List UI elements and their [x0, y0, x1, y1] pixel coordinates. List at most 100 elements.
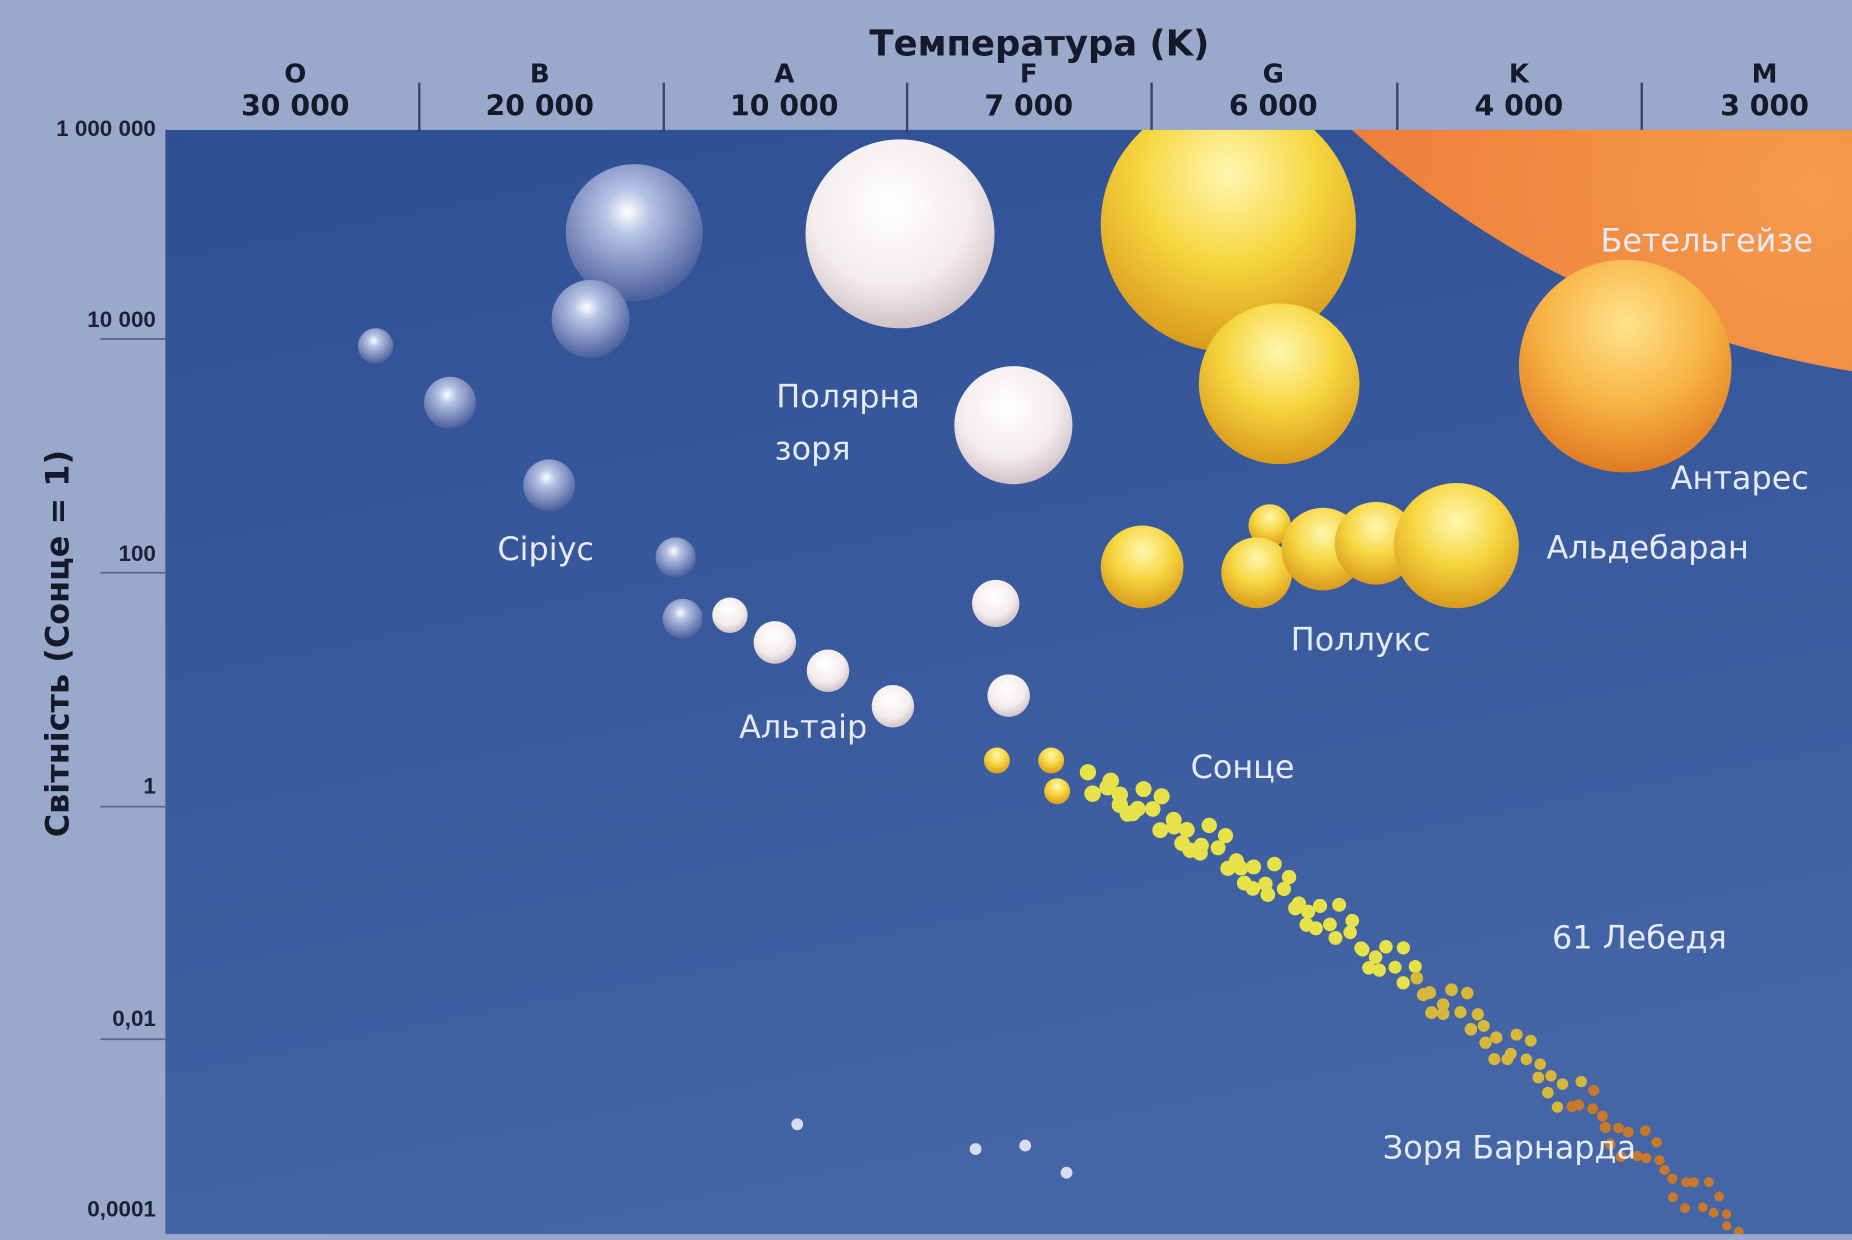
star — [662, 598, 703, 639]
star — [1276, 881, 1291, 897]
star-label: Антарес — [1671, 459, 1809, 497]
star — [1551, 1101, 1564, 1113]
star — [1354, 941, 1368, 956]
star — [1198, 303, 1360, 465]
star — [1613, 1122, 1624, 1134]
star — [1246, 859, 1262, 875]
temperature-label: 3 000 — [1720, 90, 1809, 123]
star-label: 61 Лебедя — [1552, 918, 1727, 956]
y-tick-label: 100 — [118, 541, 155, 566]
star — [1099, 779, 1116, 796]
star — [1248, 504, 1291, 547]
star — [1308, 921, 1323, 936]
temperature-label: 7 000 — [984, 90, 1073, 123]
star — [1490, 1031, 1503, 1044]
star — [969, 1143, 982, 1155]
star — [1510, 1028, 1523, 1041]
spectral-class: G — [1263, 60, 1284, 90]
star — [1193, 837, 1209, 853]
temperature-label: 6 000 — [1229, 90, 1318, 123]
star — [1410, 971, 1424, 985]
star — [1416, 988, 1430, 1002]
temperature-label: 30 000 — [241, 90, 349, 123]
temperature-label: 10 000 — [730, 90, 838, 123]
star — [1408, 959, 1422, 973]
star — [1144, 801, 1161, 817]
star — [1345, 913, 1360, 928]
star — [1372, 963, 1386, 977]
star — [424, 376, 476, 429]
spectral-class: B — [530, 60, 550, 90]
star — [1267, 856, 1282, 872]
star — [1520, 1053, 1533, 1066]
star — [1518, 259, 1732, 473]
star — [1680, 1203, 1690, 1214]
star-label: зоря — [775, 429, 851, 467]
y-tick-label: 10 000 — [87, 307, 156, 332]
star-label: Зоря Барнарда — [1383, 1129, 1636, 1167]
star — [1396, 976, 1410, 990]
star — [987, 674, 1030, 717]
star — [551, 279, 630, 358]
spectral-class: A — [774, 60, 794, 90]
spectral-class: M — [1752, 60, 1778, 90]
star — [1722, 1221, 1732, 1231]
star — [1217, 828, 1234, 844]
star — [1100, 525, 1184, 609]
spectral-class: K — [1509, 60, 1530, 90]
star — [1332, 897, 1347, 912]
star — [1556, 1078, 1569, 1090]
star — [357, 328, 394, 364]
star — [1479, 1036, 1492, 1049]
star — [565, 164, 703, 302]
star — [1622, 1126, 1634, 1138]
star-label: Сонце — [1191, 748, 1295, 786]
star — [1524, 1034, 1537, 1047]
star — [1688, 1177, 1699, 1188]
star — [954, 366, 1073, 485]
star — [1596, 1110, 1608, 1122]
star — [1445, 983, 1458, 997]
x-axis-title: Температура (K) — [869, 24, 1209, 65]
star — [1588, 1084, 1600, 1096]
star — [1436, 1007, 1450, 1020]
star — [1201, 817, 1217, 834]
star — [805, 139, 995, 329]
star — [1352, 129, 1852, 372]
star — [1060, 1166, 1073, 1179]
star — [753, 621, 797, 664]
y-axis-title: Світність (Сонце = 1) — [39, 450, 77, 837]
star — [1179, 822, 1195, 838]
star — [1396, 941, 1411, 955]
star — [1312, 898, 1328, 913]
star — [1632, 1150, 1643, 1162]
star — [1714, 1191, 1724, 1202]
star — [1393, 483, 1519, 609]
star — [1221, 537, 1293, 609]
star — [1575, 1075, 1587, 1088]
star — [871, 684, 915, 728]
star — [1100, 129, 1356, 352]
star — [1281, 869, 1297, 885]
star — [1388, 960, 1402, 974]
star — [1166, 818, 1182, 835]
star — [1153, 788, 1170, 805]
star — [1425, 1006, 1438, 1020]
star — [791, 1118, 804, 1131]
star — [1135, 781, 1152, 798]
star — [1542, 1086, 1554, 1099]
star — [972, 579, 1020, 628]
star — [1501, 1053, 1514, 1066]
y-tick-label: 1 000 000 — [56, 116, 156, 141]
temperature-label: 20 000 — [486, 90, 594, 123]
star — [712, 597, 748, 633]
star — [1667, 1192, 1678, 1203]
star — [1464, 1023, 1478, 1036]
star — [983, 747, 1010, 774]
star — [1291, 896, 1307, 911]
star — [1436, 998, 1450, 1011]
y-ticks — [100, 338, 166, 1041]
star — [1659, 1164, 1670, 1176]
